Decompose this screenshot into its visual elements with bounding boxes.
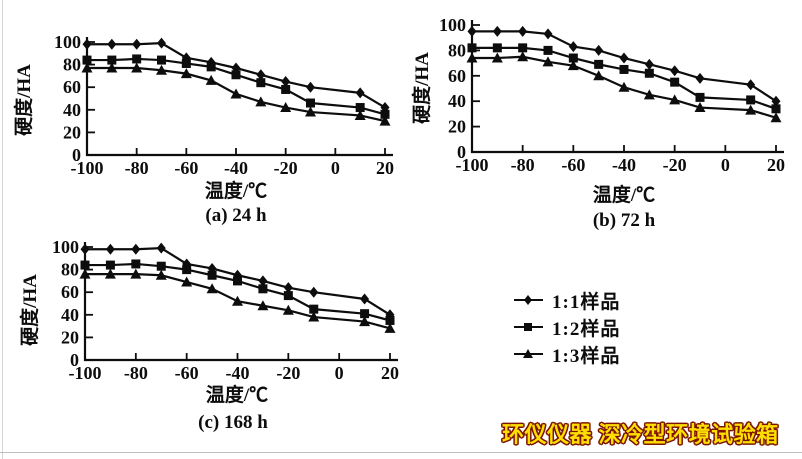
svg-text:20: 20: [61, 327, 79, 347]
svg-text:0: 0: [721, 155, 730, 175]
svg-text:-100: -100: [71, 158, 104, 178]
svg-text:硬度/HA: 硬度/HA: [12, 64, 35, 136]
svg-text:80: 80: [448, 40, 466, 60]
svg-text:100: 100: [52, 237, 79, 257]
legend: 1:1样品 1:2样品 1:3样品: [512, 289, 621, 367]
svg-text:温度/℃: 温度/℃: [205, 179, 267, 202]
svg-text:100: 100: [54, 32, 81, 52]
svg-text:-80: -80: [511, 155, 535, 175]
svg-text:60: 60: [63, 77, 81, 97]
watermark-text: 环仪仪器 深冷型环境试验箱: [502, 422, 779, 447]
svg-text:0: 0: [457, 142, 466, 162]
svg-text:80: 80: [63, 55, 81, 75]
page-bottom-border: [0, 452, 802, 453]
svg-text:0: 0: [72, 145, 81, 165]
legend-label: 1:1样品: [552, 291, 621, 313]
svg-text:20: 20: [381, 363, 399, 383]
svg-text:-60: -60: [175, 363, 199, 383]
square-marker-icon: [514, 323, 543, 331]
svg-text:-60: -60: [561, 155, 585, 175]
legend-item-1-2: 1:2样品: [512, 316, 621, 340]
chart-72h-canvas: -100 -80 -60 -40 -20 0 20 0 20 40 60 80 100 温度/℃ (b) 7…: [410, 15, 785, 231]
legend-item-1-3: 1:3样品: [512, 343, 621, 367]
svg-text:-40: -40: [224, 158, 248, 178]
svg-text:20: 20: [448, 117, 466, 137]
legend-item-1-1: 1:1样品: [512, 289, 621, 313]
svg-text:-40: -40: [226, 363, 250, 383]
svg-text:20: 20: [63, 122, 81, 142]
svg-text:(c) 168 h: (c) 168 h: [198, 412, 268, 433]
page-left-border: [2, 0, 3, 459]
svg-text:100: 100: [439, 15, 466, 35]
svg-text:-20: -20: [663, 155, 687, 175]
chart-24h: -100 -80 -60 -40 -20 0 20 0 20 40 60 80 100 温度/℃ (a) 2…: [0, 0, 400, 232]
svg-text:0: 0: [335, 363, 344, 383]
svg-text:-80: -80: [124, 363, 148, 383]
svg-text:硬度/HA: 硬度/HA: [18, 274, 41, 346]
chart-72h: -100 -80 -60 -40 -20 0 20 0 20 40 60 80 100 温度/℃ (b) 7…: [402, 0, 802, 232]
chart-168h: -100 -80 -60 -40 -20 0 20 0 20 40 60 80 100 温度/℃ (c) 1…: [0, 232, 420, 459]
svg-text:-20: -20: [274, 158, 298, 178]
svg-text:-20: -20: [276, 363, 300, 383]
svg-text:0: 0: [70, 350, 79, 370]
svg-text:-100: -100: [69, 363, 102, 383]
svg-text:40: 40: [63, 100, 81, 120]
svg-text:20: 20: [767, 155, 785, 175]
svg-text:-40: -40: [612, 155, 636, 175]
diamond-marker-icon: [514, 295, 543, 305]
svg-text:温度/℃: 温度/℃: [593, 183, 655, 206]
svg-text:-100: -100: [456, 155, 489, 175]
svg-text:40: 40: [448, 91, 466, 111]
svg-text:0: 0: [331, 158, 340, 178]
svg-text:-60: -60: [174, 158, 198, 178]
svg-text:硬度/HA: 硬度/HA: [410, 52, 433, 124]
svg-text:20: 20: [376, 158, 394, 178]
svg-text:(a) 24 h: (a) 24 h: [205, 205, 267, 226]
legend-label: 1:2样品: [552, 318, 621, 340]
svg-text:80: 80: [61, 260, 79, 280]
triangle-marker-icon: [514, 349, 543, 358]
legend-label: 1:3样品: [552, 345, 621, 367]
svg-text:(b) 72 h: (b) 72 h: [593, 210, 656, 231]
svg-text:-80: -80: [125, 158, 149, 178]
svg-text:60: 60: [448, 66, 466, 86]
svg-text:40: 40: [61, 305, 79, 325]
svg-text:温度/℃: 温度/℃: [206, 383, 268, 406]
svg-text:60: 60: [61, 282, 79, 302]
